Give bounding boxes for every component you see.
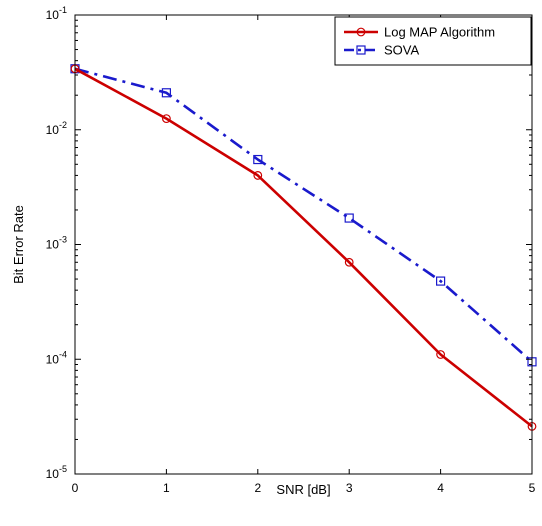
data-point-log-map — [253, 171, 263, 180]
legend-label-sova: SOVA — [384, 43, 419, 58]
legend-label-log-map: Log MAP Algorithm — [384, 25, 495, 40]
data-point-sova — [161, 88, 171, 98]
data-point-sova — [344, 213, 354, 223]
legend-marker-log-map — [356, 27, 366, 37]
x-axis-label: SNR [dB] — [276, 482, 330, 497]
x-tick-label: 3 — [346, 481, 353, 495]
y-tick-label: 10-4 — [46, 349, 67, 366]
legend-entry-log-map: Log MAP Algorithm — [344, 25, 495, 40]
data-point-sova — [253, 154, 263, 165]
data-point-log-map — [436, 350, 446, 359]
plot-frame — [74, 14, 533, 475]
x-tick-label: 1 — [163, 481, 170, 495]
data-point-log-map — [344, 257, 354, 267]
x-tick-label: 5 — [529, 481, 536, 495]
legend: Log MAP Algorithm SOVA — [334, 16, 532, 66]
y-tick-label: 10-1 — [46, 5, 67, 22]
axis-ticks — [74, 14, 533, 475]
x-tick-label: 4 — [437, 481, 444, 495]
y-tick-label: 10-5 — [46, 464, 67, 481]
y-axis-label: Bit Error Rate — [11, 205, 26, 284]
legend-marker-shape — [356, 27, 366, 37]
series-line-log-map — [74, 67, 533, 428]
legend-marker-shape — [356, 45, 366, 55]
axis-tick-labels: 0 1 2 3 4 5 10-1 10-2 10-3 10-4 10-5 — [46, 5, 536, 495]
plot-marks — [70, 64, 537, 431]
legend-marker-sova — [356, 45, 366, 55]
y-tick-label: 10-3 — [46, 235, 67, 252]
data-point-sova — [436, 276, 446, 286]
x-tick-label: 0 — [72, 481, 79, 495]
series-line-sova — [74, 67, 533, 363]
y-tick-label: 10-2 — [46, 120, 67, 137]
legend-entry-sova: SOVA — [344, 43, 419, 58]
data-point-log-map — [161, 114, 171, 124]
legend-box — [334, 16, 532, 66]
x-tick-label: 2 — [254, 481, 261, 495]
